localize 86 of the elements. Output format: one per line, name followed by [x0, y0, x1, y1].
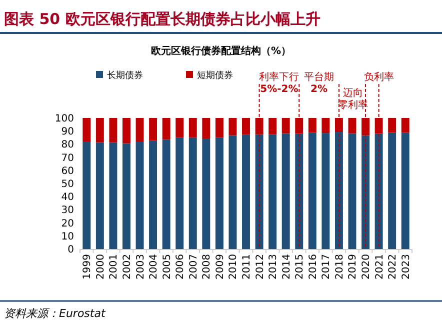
- bar: [96, 142, 104, 249]
- bar: [109, 118, 118, 142]
- y-tick-label: 20: [61, 218, 74, 230]
- bar: [268, 118, 277, 134]
- x-tick-label: 2020: [361, 254, 372, 280]
- bar: [282, 133, 290, 249]
- bar: [176, 137, 184, 249]
- bar: [242, 118, 250, 135]
- x-tick-label: 2012: [254, 254, 266, 280]
- bar: [149, 118, 158, 141]
- x-tick-label: 2014: [281, 254, 292, 280]
- x-tick-label: 2004: [148, 254, 160, 280]
- x-tick-label: 2018: [334, 254, 346, 280]
- bar: [348, 118, 356, 134]
- bar: [122, 118, 130, 144]
- bar: [228, 118, 237, 136]
- x-tick-label: 2017: [321, 254, 332, 280]
- text: 资料来源：Eurostat: [4, 307, 106, 320]
- chart-subtitle: 欧元区银行债券配置结构（%）: [150, 45, 292, 57]
- x-tick-label: 2009: [214, 254, 226, 280]
- y-tick-label: 30: [61, 205, 74, 216]
- x-tick-label: 2007: [188, 254, 200, 280]
- bar: [401, 132, 410, 249]
- y-tick-label: 50: [61, 179, 74, 190]
- y-tick-label: 60: [61, 166, 74, 177]
- bar: [122, 143, 130, 249]
- x-tick-label: 2013: [268, 254, 280, 280]
- legend-label: 短期债券: [197, 70, 233, 81]
- bar: [202, 138, 210, 249]
- bar: [268, 134, 277, 249]
- bar: [308, 118, 316, 133]
- chart-title: 图表 50 欧元区银行配置长期债券占比小幅上升: [4, 10, 320, 28]
- bar: [149, 140, 158, 249]
- y-tick-label: 70: [61, 152, 74, 164]
- x-tick-label: 2011: [242, 254, 252, 280]
- x-tick-label: 2023: [400, 254, 412, 280]
- x-tick-label: 2006: [175, 254, 186, 280]
- x-tick-label: 2015: [294, 254, 306, 280]
- bar: [162, 139, 170, 249]
- x-tick-label: 2019: [348, 254, 359, 280]
- bar: [109, 142, 118, 249]
- y-tick-label: 80: [61, 140, 74, 151]
- y-tick-label: 90: [61, 126, 74, 138]
- y-tick-label: 40: [61, 192, 74, 204]
- bar: [282, 118, 290, 134]
- x-tick-label: 1999: [82, 254, 94, 280]
- bar: [136, 118, 144, 142]
- bar: [136, 142, 144, 249]
- bar: [362, 135, 370, 249]
- bar: [295, 134, 304, 249]
- x-tick-label: 2002: [122, 254, 133, 280]
- bar: [322, 118, 330, 134]
- bar: [334, 132, 343, 249]
- bar: [242, 134, 250, 249]
- bar: [82, 118, 91, 142]
- y-tick-label: 0: [68, 244, 74, 256]
- bar: [215, 137, 224, 249]
- bar: [202, 118, 210, 139]
- legend-label: 长期债券: [107, 70, 143, 81]
- y-tick-label: 10: [61, 231, 74, 242]
- bar: [215, 118, 224, 138]
- bar: [188, 137, 197, 249]
- bar: [82, 142, 91, 249]
- x-tick-label: 2001: [108, 254, 120, 280]
- bar: [228, 135, 237, 249]
- y-tick-label: 100: [54, 114, 74, 124]
- x-tick-label: 2008: [202, 254, 213, 280]
- bar: [176, 118, 184, 138]
- x-tick-label: 2005: [162, 254, 173, 280]
- x-tick-label: 2000: [95, 254, 106, 280]
- bar: [308, 132, 316, 249]
- bar: [388, 132, 396, 249]
- x-tick-label: 2021: [374, 254, 386, 280]
- x-tick-label: 2010: [228, 254, 240, 280]
- bar: [255, 134, 264, 249]
- bar: [322, 133, 330, 249]
- bar: [96, 118, 104, 142]
- bar: [348, 133, 356, 249]
- x-tick-label: 2016: [308, 254, 319, 280]
- bar: [401, 118, 410, 133]
- bar: [388, 118, 396, 133]
- x-tick-label: 2022: [388, 254, 399, 280]
- bar: [188, 118, 197, 138]
- x-tick-label: 2003: [135, 254, 146, 280]
- bar: [162, 118, 170, 140]
- bar: [374, 134, 383, 249]
